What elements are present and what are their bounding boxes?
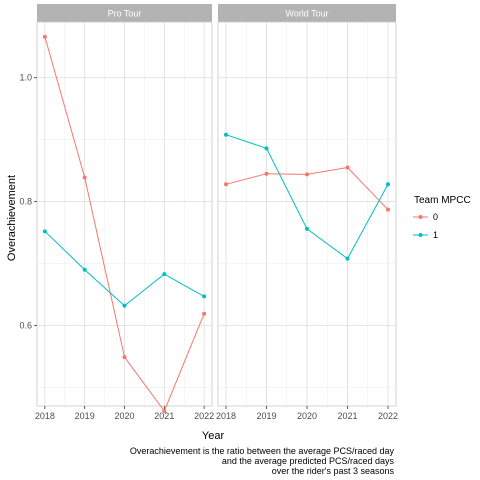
x-axis-title: Year — [202, 430, 225, 442]
data-point — [224, 132, 229, 137]
panel-1: World Tour — [217, 4, 397, 407]
y-tick-label: 0.6 — [19, 320, 32, 330]
data-point — [264, 171, 269, 176]
y-axis: 0.6 0.8 1.0 — [19, 73, 37, 330]
legend-label: 1 — [433, 230, 438, 240]
data-point — [162, 272, 167, 277]
data-point — [305, 226, 309, 231]
data-point — [162, 408, 167, 413]
legend-label: 0 — [433, 212, 438, 222]
legend-title: Team MPCC — [414, 195, 471, 206]
data-point — [122, 355, 127, 360]
x-tick-label: 2019 — [256, 411, 276, 421]
data-point — [305, 172, 309, 177]
data-point — [82, 175, 87, 180]
facet-strip-label: World Tour — [285, 9, 328, 19]
facet-strip — [218, 4, 396, 22]
facet-strip — [37, 4, 212, 22]
x-tick-label: 2022 — [194, 411, 214, 421]
x-tick-label: 2022 — [378, 411, 398, 421]
x-axis: 2018 2019 2020 2021 2022 2018 2019 2020 2021 2022 — [35, 406, 398, 421]
legend-key-point — [418, 233, 423, 237]
x-tick-label: 2020 — [114, 411, 134, 421]
y-tick-label: 1.0 — [19, 73, 32, 83]
x-tick-label: 2021 — [154, 411, 174, 421]
data-point — [202, 311, 207, 316]
data-point — [345, 256, 350, 261]
data-point — [345, 165, 350, 170]
x-tick-label: 2020 — [297, 411, 317, 421]
caption-line: over the rider's past 3 seasons — [272, 466, 395, 476]
caption: Overachievement is the ratio between the… — [130, 446, 395, 476]
data-point — [82, 267, 87, 272]
y-tick-label: 0.8 — [19, 197, 32, 207]
data-point — [42, 34, 47, 39]
caption-line: Overachievement is the ratio between the… — [130, 446, 395, 456]
facet-strip-label: Pro Tour — [108, 9, 142, 19]
data-point — [122, 303, 127, 308]
x-tick-label: 2018 — [35, 411, 55, 421]
y-axis-title: Overachievement — [6, 175, 18, 261]
panel-0: Pro Tour — [36, 4, 213, 413]
x-tick-label: 2018 — [216, 411, 236, 421]
data-point — [42, 229, 47, 234]
data-point — [224, 182, 229, 187]
data-point — [385, 207, 390, 212]
legend: Team MPCC 0 1 — [413, 195, 471, 240]
data-point — [202, 294, 207, 299]
data-point — [385, 182, 390, 187]
data-point — [264, 146, 269, 151]
x-tick-label: 2021 — [337, 411, 357, 421]
caption-line: and the average predicted PCS/raced days — [222, 456, 395, 466]
facet-panels: Pro Tour World Tour — [36, 4, 397, 413]
legend-key-point — [418, 215, 423, 219]
x-tick-label: 2019 — [75, 411, 95, 421]
